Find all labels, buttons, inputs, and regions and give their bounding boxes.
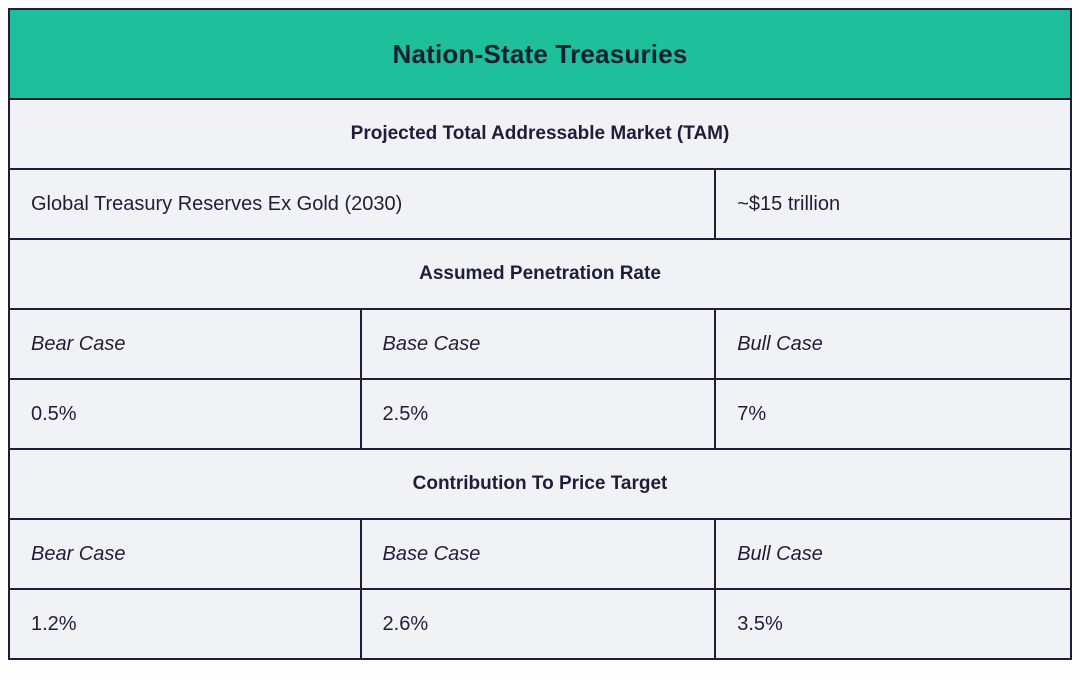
tam-data-row: Global Treasury Reserves Ex Gold (2030) … bbox=[7, 168, 1072, 240]
section-header-penetration: Assumed Penetration Rate bbox=[8, 238, 1072, 310]
contribution-base-case-label: Base Case bbox=[359, 518, 717, 590]
penetration-bull-case-label: Bull Case bbox=[714, 308, 1072, 380]
contribution-bull-case-value: 3.5% bbox=[714, 588, 1072, 660]
section-header-row-contribution: Contribution To Price Target bbox=[8, 448, 1072, 520]
section-header-row-tam: Projected Total Addressable Market (TAM) bbox=[8, 98, 1072, 170]
section-header-contribution: Contribution To Price Target bbox=[8, 448, 1072, 520]
table-title: Nation-State Treasuries bbox=[8, 8, 1072, 100]
contribution-bull-case-label: Bull Case bbox=[714, 518, 1072, 590]
penetration-base-case-label: Base Case bbox=[359, 308, 717, 380]
penetration-base-case-value: 2.5% bbox=[359, 378, 717, 450]
tam-value-cell: ~$15 trillion bbox=[714, 168, 1072, 240]
section-header-tam: Projected Total Addressable Market (TAM) bbox=[8, 98, 1072, 170]
tam-label-cell: Global Treasury Reserves Ex Gold (2030) bbox=[7, 168, 717, 240]
penetration-bear-case-label: Bear Case bbox=[8, 308, 362, 380]
contribution-case-row: Bear Case Base Case Bull Case bbox=[8, 518, 1072, 590]
penetration-case-row: Bear Case Base Case Bull Case bbox=[8, 308, 1072, 380]
penetration-bull-case-value: 7% bbox=[714, 378, 1072, 450]
contribution-bear-case-label: Bear Case bbox=[8, 518, 362, 590]
contribution-bear-case-value: 1.2% bbox=[8, 588, 362, 660]
contribution-value-row: 1.2% 2.6% 3.5% bbox=[8, 588, 1072, 660]
contribution-base-case-value: 2.6% bbox=[359, 588, 717, 660]
penetration-value-row: 0.5% 2.5% 7% bbox=[8, 378, 1072, 450]
penetration-bear-case-value: 0.5% bbox=[8, 378, 362, 450]
section-header-row-penetration: Assumed Penetration Rate bbox=[8, 238, 1072, 310]
title-row: Nation-State Treasuries bbox=[8, 8, 1072, 100]
nation-state-treasuries-table: Nation-State Treasuries Projected Total … bbox=[7, 8, 1072, 660]
